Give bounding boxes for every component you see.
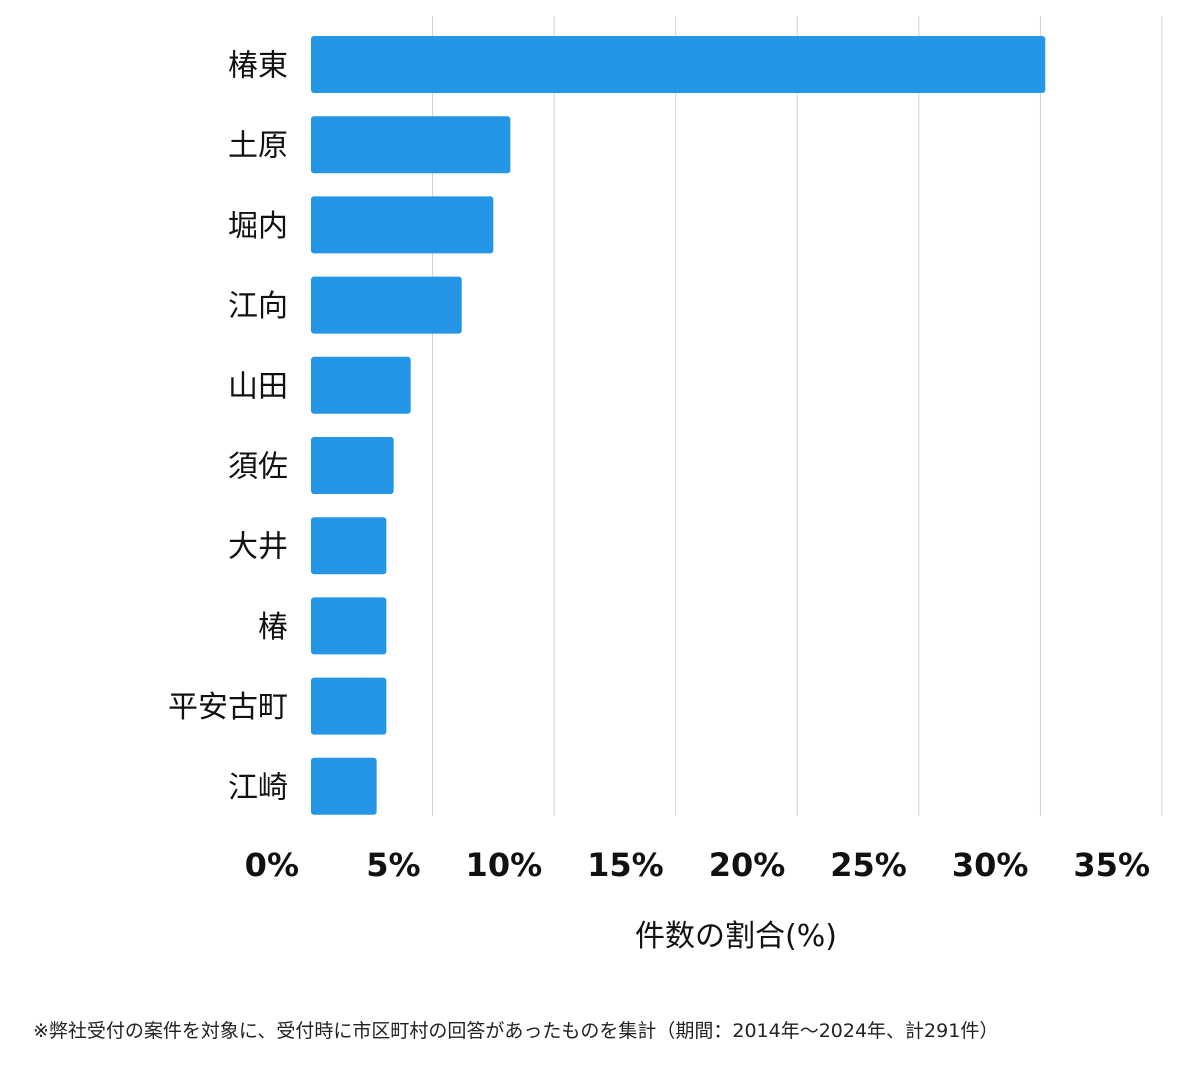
category-label: 須佐: [228, 450, 288, 485]
bar: [311, 116, 511, 174]
x-tick-label: 20%: [709, 846, 786, 884]
x-axis-title: 件数の割合(%): [635, 919, 837, 954]
category-label: 江向: [228, 289, 288, 324]
x-tick-label: 15%: [587, 846, 664, 884]
bar: [311, 517, 387, 575]
bar: [311, 757, 377, 815]
bar: [311, 437, 394, 494]
category-label: 平安古町: [168, 690, 288, 725]
x-tick-label: 0%: [245, 846, 299, 884]
x-tick-label: 5%: [366, 846, 420, 884]
category-label: 椿: [258, 610, 288, 645]
footnote: ※弊社受付の案件を対象に、受付時に市区町村の回答があったものを集計（期間：201…: [33, 1020, 999, 1042]
category-label: 江崎: [228, 770, 288, 805]
grid-lines: [432, 16, 1163, 816]
tick-labels: 0% 5% 10% 15% 20% 25% 30% 35%: [245, 846, 1150, 884]
x-tick-label: 30%: [952, 846, 1029, 884]
x-tick-label: 25%: [830, 846, 907, 884]
bar: [311, 36, 1046, 93]
x-tick-label: 10%: [466, 846, 543, 884]
category-label: 椿東: [228, 49, 288, 84]
bars: [311, 36, 1046, 815]
category-label: 堀内: [228, 209, 288, 244]
category-label: 土原: [228, 129, 288, 164]
category-label: 大井: [228, 530, 288, 565]
category-label: 山田: [228, 369, 288, 404]
bar: [311, 597, 387, 655]
bar: [311, 196, 494, 254]
bar: [311, 356, 411, 414]
bar: [311, 677, 387, 735]
x-tick-label: 35%: [1073, 846, 1150, 884]
bar: [311, 276, 462, 334]
